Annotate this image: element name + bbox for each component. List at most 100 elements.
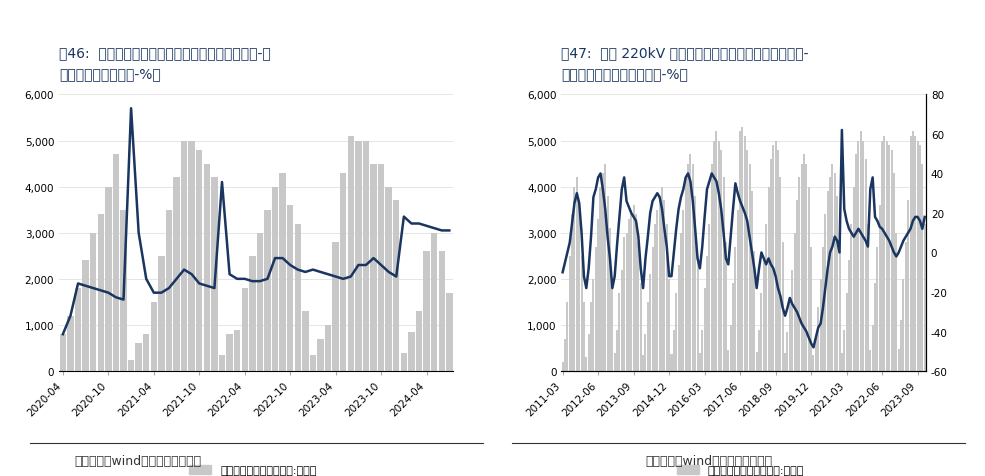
Bar bbox=[921, 164, 923, 371]
Bar bbox=[914, 137, 916, 371]
Bar bbox=[607, 197, 609, 371]
Bar bbox=[762, 261, 764, 371]
Bar bbox=[720, 150, 722, 371]
Bar bbox=[578, 201, 580, 371]
Bar bbox=[703, 288, 705, 371]
Bar bbox=[588, 335, 590, 371]
Legend: 电网基本建设投资完成额:累计值, 电网基本建设投资完成额:累计同比: 电网基本建设投资完成额:累计值, 电网基本建设投资完成额:累计同比 bbox=[189, 465, 323, 476]
Bar bbox=[760, 293, 762, 371]
Bar bbox=[143, 335, 150, 371]
Bar bbox=[751, 192, 753, 371]
Bar bbox=[564, 339, 566, 371]
Bar bbox=[604, 164, 606, 371]
Bar bbox=[879, 206, 881, 371]
Bar bbox=[739, 132, 741, 371]
Bar bbox=[83, 261, 89, 371]
Bar bbox=[895, 233, 897, 371]
Bar bbox=[639, 284, 642, 371]
Bar bbox=[627, 219, 629, 371]
Bar bbox=[884, 137, 886, 371]
Bar bbox=[112, 155, 119, 371]
Bar bbox=[188, 141, 195, 371]
Bar bbox=[786, 332, 788, 371]
Bar bbox=[843, 330, 845, 371]
Bar bbox=[325, 325, 331, 371]
Bar bbox=[732, 284, 734, 371]
Bar bbox=[747, 150, 749, 371]
Bar bbox=[621, 270, 623, 371]
Bar bbox=[196, 150, 203, 371]
Bar bbox=[715, 132, 717, 371]
Bar bbox=[694, 197, 696, 371]
Bar bbox=[794, 233, 796, 371]
Bar bbox=[585, 357, 587, 371]
Bar bbox=[777, 150, 779, 371]
Bar bbox=[836, 197, 838, 371]
Bar bbox=[796, 201, 798, 371]
Bar bbox=[272, 187, 279, 371]
Bar bbox=[600, 187, 602, 371]
Bar bbox=[165, 210, 172, 371]
Bar bbox=[789, 298, 791, 371]
Bar bbox=[767, 187, 769, 371]
Bar bbox=[612, 279, 614, 371]
Bar bbox=[385, 187, 392, 371]
Bar bbox=[725, 242, 727, 371]
Bar bbox=[867, 224, 869, 371]
Bar bbox=[98, 215, 104, 371]
Bar bbox=[754, 252, 755, 371]
Bar bbox=[784, 353, 786, 371]
Bar bbox=[801, 164, 803, 371]
Bar bbox=[654, 224, 656, 371]
Bar bbox=[678, 266, 680, 371]
Bar bbox=[590, 302, 592, 371]
Bar bbox=[649, 275, 651, 371]
Bar bbox=[595, 247, 597, 371]
Bar bbox=[227, 335, 232, 371]
Bar bbox=[833, 173, 836, 371]
Bar bbox=[865, 159, 867, 371]
Bar bbox=[249, 256, 255, 371]
Bar bbox=[287, 206, 294, 371]
Bar bbox=[779, 178, 781, 371]
Bar bbox=[340, 173, 347, 371]
Bar bbox=[630, 210, 632, 371]
Text: 图46:  电网基本建设投资完成累计（左轴：累计值-亿
元；右轴：累计同比-%）: 图46: 电网基本建设投资完成累计（左轴：累计值-亿 元；右轴：累计同比-%） bbox=[59, 46, 271, 81]
Bar bbox=[204, 164, 210, 371]
Bar bbox=[774, 141, 776, 371]
Bar bbox=[829, 178, 831, 371]
Bar bbox=[136, 344, 142, 371]
Bar bbox=[416, 311, 423, 371]
Bar bbox=[701, 330, 703, 371]
Bar bbox=[105, 187, 111, 371]
Bar bbox=[348, 137, 354, 371]
Bar bbox=[820, 279, 821, 371]
Bar bbox=[378, 164, 384, 371]
Bar bbox=[637, 242, 639, 371]
Bar bbox=[831, 164, 833, 371]
Bar bbox=[818, 307, 820, 371]
Bar bbox=[749, 164, 751, 371]
Bar bbox=[561, 362, 563, 371]
Bar bbox=[919, 146, 921, 371]
Bar bbox=[730, 325, 732, 371]
Bar bbox=[848, 261, 850, 371]
Bar bbox=[317, 339, 324, 371]
Bar bbox=[897, 349, 899, 371]
Bar bbox=[713, 141, 715, 371]
Bar bbox=[173, 178, 179, 371]
Bar bbox=[619, 293, 621, 371]
Bar bbox=[120, 210, 127, 371]
Bar bbox=[685, 178, 687, 371]
Bar bbox=[573, 187, 575, 371]
Bar bbox=[280, 173, 286, 371]
Bar bbox=[264, 210, 271, 371]
Text: 数据来源：wind、东吴证券研究所: 数据来源：wind、东吴证券研究所 bbox=[74, 454, 202, 467]
Bar bbox=[890, 150, 892, 371]
Bar bbox=[803, 155, 805, 371]
Bar bbox=[872, 325, 874, 371]
Bar bbox=[642, 355, 644, 371]
Legend: 电网基本建设投资完成额:累计值, 电网基本建设投资完成额:累计同比: 电网基本建设投资完成额:累计值, 电网基本建设投资完成额:累计同比 bbox=[677, 465, 811, 476]
Bar bbox=[882, 141, 884, 371]
Bar bbox=[810, 247, 812, 371]
